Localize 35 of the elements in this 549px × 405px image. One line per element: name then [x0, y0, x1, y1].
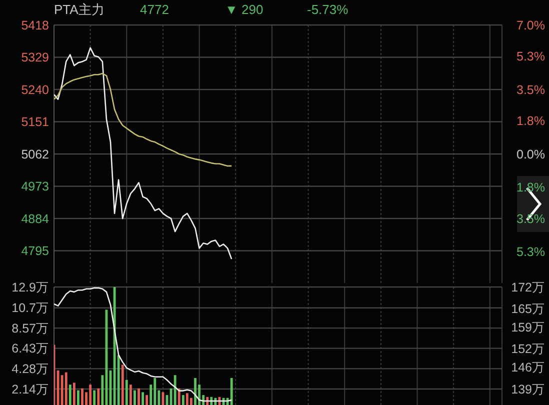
y2-tick-label: 1.8% — [516, 114, 545, 128]
text: 4772 — [140, 2, 169, 17]
y-tick-label: 8.57万 — [12, 321, 49, 336]
y-tick-label: 4.28万 — [12, 362, 49, 376]
text: -5.73% — [307, 2, 349, 17]
y2-tick-label: 165万 — [511, 302, 545, 316]
y-tick-label: 5240 — [21, 82, 50, 97]
y-tick-label: 5329 — [21, 50, 50, 65]
y-tick-label: 2.14万 — [12, 382, 49, 396]
y2-tick-label: 7.0% — [516, 18, 545, 32]
y2-tick-label: 159万 — [511, 320, 545, 335]
y2-tick-label: 172万 — [511, 280, 545, 294]
y-tick-label: 5418 — [21, 18, 50, 32]
y2-tick-label: 1.8% — [516, 180, 545, 195]
y2-tick-label: 139万 — [511, 382, 545, 396]
y-tick-label: 5151 — [21, 115, 50, 130]
text: ▼ 290 — [225, 2, 264, 17]
y-tick-label: 4795 — [21, 244, 50, 258]
y-tick-label: 6.43万 — [12, 342, 49, 356]
y-tick-label: 10.7万 — [12, 301, 49, 316]
y2-tick-label: 146万 — [511, 360, 545, 375]
y2-tick-label: 5.3% — [516, 50, 545, 64]
line-series — [54, 72, 232, 167]
y2-tick-label: 3.5% — [516, 82, 545, 97]
y2-tick-label: 5.3% — [516, 245, 545, 260]
chart-title: PTA主力 — [54, 2, 104, 17]
line-series — [54, 287, 232, 402]
line-series — [54, 47, 232, 260]
y-tick-label: 5062 — [21, 147, 50, 162]
y2-tick-label: 0.0% — [516, 147, 545, 162]
y-tick-label: 4884 — [21, 212, 50, 226]
y-tick-label: 4973 — [21, 180, 50, 194]
y2-tick-label: 152万 — [511, 342, 545, 356]
y-tick-label: 12.9万 — [12, 280, 49, 294]
y2-tick-label: 3.5% — [516, 212, 545, 226]
